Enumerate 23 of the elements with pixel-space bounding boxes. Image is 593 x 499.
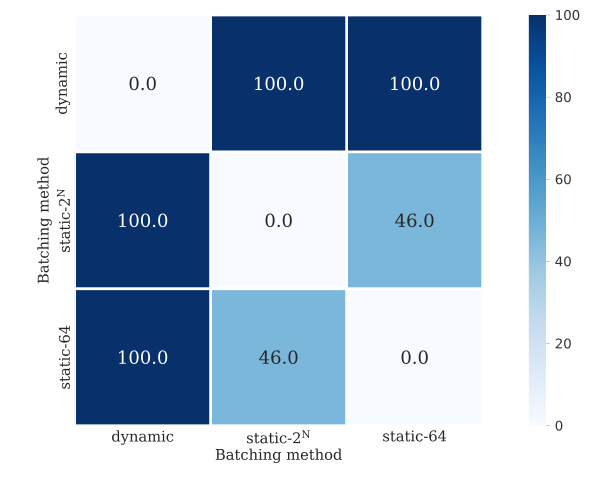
data-label: 46.0 xyxy=(259,350,298,364)
y-tick-label: static-2$^{N}$ xyxy=(56,189,70,252)
y-axis-title: Batching method xyxy=(37,157,52,284)
x-tick-label: static-64 xyxy=(383,430,446,442)
y-tick-label: dynamic xyxy=(56,52,70,114)
y-tick-label: static-64 xyxy=(58,326,70,389)
color-bar-label: 0 xyxy=(556,420,562,431)
data-label: 46.0 xyxy=(395,214,434,228)
data-label: 0.0 xyxy=(266,214,292,228)
data-label: 0.0 xyxy=(130,76,156,90)
data-label: 100.0 xyxy=(119,350,168,364)
color-bar-label: 20 xyxy=(556,338,571,349)
color-bar-label: 100 xyxy=(556,10,580,20)
color-bar-label: 80 xyxy=(556,92,571,102)
data-label: 0.0 xyxy=(402,350,428,364)
x-axis-title: Batching method xyxy=(216,448,342,463)
color-bar-label: 60 xyxy=(556,174,571,184)
data-label: 100.0 xyxy=(255,76,304,90)
x-tick-label: dynamic xyxy=(112,430,174,445)
color-bar-label: 40 xyxy=(555,256,571,266)
data-label: 100.0 xyxy=(119,214,168,228)
data-label: 100.0 xyxy=(391,76,440,90)
x-tick-label: static-2$^{N}$ xyxy=(247,430,310,444)
